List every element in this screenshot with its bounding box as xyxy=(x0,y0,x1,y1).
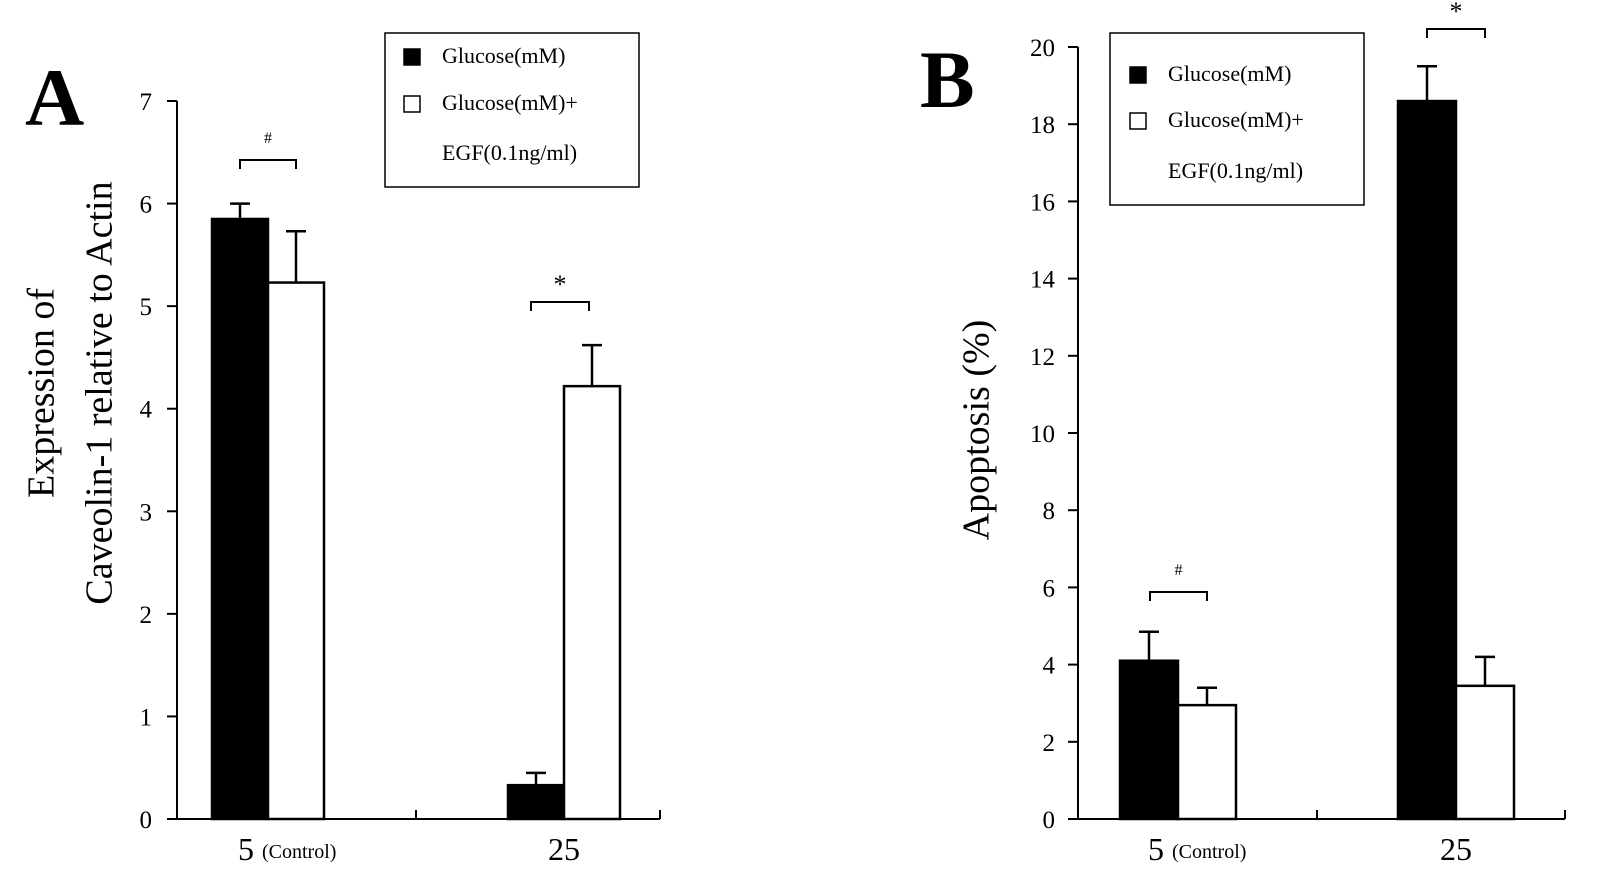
legend-label: EGF(0.1ng/ml) xyxy=(442,140,577,165)
legend-label: Glucose(mM)+ xyxy=(1168,107,1304,132)
x-tick-note: (Control) xyxy=(262,841,336,863)
y-tick-label: 0 xyxy=(140,807,153,834)
bar xyxy=(1396,99,1458,821)
bar xyxy=(1118,659,1180,821)
y-axis-label: Caveolin-1 relative to Actin xyxy=(78,181,120,604)
y-tick-label: 4 xyxy=(140,397,153,424)
y-tick-label: 14 xyxy=(1030,267,1056,294)
significance-marker: # xyxy=(264,130,272,147)
y-tick-label: 4 xyxy=(1043,653,1056,680)
y-tick-label: 3 xyxy=(140,499,153,526)
y-tick-label: 20 xyxy=(1030,35,1055,62)
legend-label: EGF(0.1ng/ml) xyxy=(1168,158,1303,183)
legend-swatch xyxy=(1129,66,1147,84)
panel-label: A xyxy=(25,52,84,143)
significance-marker: # xyxy=(1175,562,1183,579)
bar xyxy=(210,217,270,821)
panel-b: B 0 2 4 6 8 10 12 14 16 18 20 5 (Control) 25 # * Apoptosi… xyxy=(920,0,1566,867)
panel-label: B xyxy=(920,34,975,125)
y-tick-label: 12 xyxy=(1030,344,1055,371)
y-tick-label: 7 xyxy=(140,89,153,116)
bar xyxy=(1176,703,1238,821)
legend-box xyxy=(384,32,640,188)
panel-a: A 0 1 2 3 4 5 6 7 5 (Control) 25 # * Expression of Cave… xyxy=(20,32,661,867)
y-tick-label: 10 xyxy=(1030,421,1055,448)
legend-label: Glucose(mM)+ xyxy=(442,90,578,115)
y-tick-label: 2 xyxy=(140,602,153,629)
y-tick-label: 6 xyxy=(1043,575,1056,602)
significance-marker: * xyxy=(554,270,567,299)
y-axis-label: Expression of xyxy=(20,288,62,498)
x-tick-label: 25 xyxy=(1440,831,1472,867)
bar xyxy=(506,783,566,821)
legend-swatch xyxy=(1129,112,1147,130)
bar xyxy=(562,384,622,821)
legend-swatch xyxy=(403,48,421,66)
significance-marker: * xyxy=(1450,0,1463,26)
legend: Glucose(mM) Glucose(mM)+ EGF(0.1ng/ml) xyxy=(1109,32,1365,206)
y-tick-label: 6 xyxy=(140,192,153,219)
y-tick-label: 1 xyxy=(140,704,153,731)
y-tick-label: 8 xyxy=(1043,498,1056,525)
x-tick-label: 5 xyxy=(1148,831,1164,867)
significance-bracket xyxy=(239,159,297,169)
legend-box xyxy=(1109,32,1365,206)
y-tick-label: 2 xyxy=(1043,730,1056,757)
significance-bracket xyxy=(530,301,590,311)
x-tick-note: (Control) xyxy=(1172,841,1246,863)
legend-label: Glucose(mM) xyxy=(1168,61,1291,86)
y-axis-label: Apoptosis (%) xyxy=(955,320,997,541)
legend-swatch xyxy=(403,95,421,113)
y-tick-label: 16 xyxy=(1030,189,1055,216)
bar xyxy=(1454,684,1516,821)
x-tick-label: 5 xyxy=(238,831,254,867)
y-tick-label: 5 xyxy=(140,294,153,321)
significance-bracket xyxy=(1149,591,1208,601)
bar xyxy=(266,281,326,821)
legend: Glucose(mM) Glucose(mM)+ EGF(0.1ng/ml) xyxy=(384,32,640,188)
legend-label: Glucose(mM) xyxy=(442,43,565,68)
y-tick-label: 18 xyxy=(1030,112,1055,139)
y-tick-label: 0 xyxy=(1043,807,1056,834)
x-tick-label: 25 xyxy=(548,831,580,867)
significance-bracket xyxy=(1426,28,1486,38)
